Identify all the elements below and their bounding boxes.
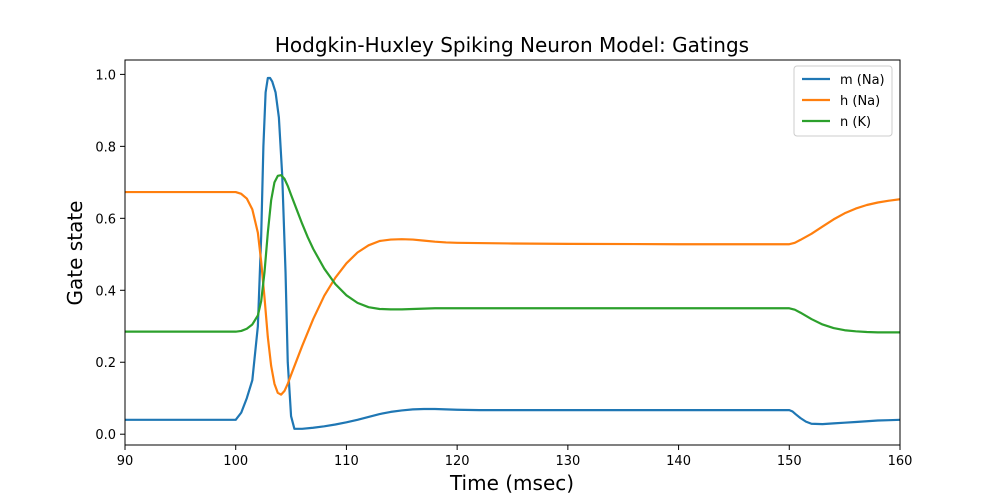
- legend: m (Na) h (Na) n (K): [793, 65, 893, 137]
- legend-label: n (K): [840, 115, 871, 130]
- x-tick-label: 100: [223, 454, 248, 469]
- y-axis-title: Gate state: [63, 201, 87, 306]
- legend-label: h (Na): [840, 94, 880, 109]
- series-layer: [125, 76, 900, 430]
- y-tick-label: 1.0: [95, 68, 116, 83]
- x-tick-label: 120: [445, 454, 470, 469]
- axes-layer: 90 100 110 120 130 140 150 160 0.0 0.2 0.4 0.6 0.8 1.…: [95, 68, 912, 469]
- y-tick-label: 0.8: [95, 140, 116, 155]
- y-tick-label: 0.2: [95, 356, 116, 371]
- x-axis-title: Time (msec): [449, 471, 574, 495]
- x-tick-label: 90: [117, 454, 134, 469]
- y-tick-label: 0.6: [95, 212, 116, 227]
- legend-box: [793, 65, 893, 137]
- y-tick-label: 0.4: [95, 284, 116, 299]
- y-tick-label: 0.0: [95, 428, 116, 443]
- series-line-0: [125, 76, 900, 430]
- x-tick-label: 160: [888, 454, 913, 469]
- x-tick-label: 140: [666, 454, 691, 469]
- legend-label: m (Na): [840, 73, 885, 88]
- series-line-2: [125, 174, 900, 334]
- x-tick-label: 110: [334, 454, 359, 469]
- chart-title: Hodgkin-Huxley Spiking Neuron Model: Gat…: [275, 33, 749, 57]
- series-line-1: [125, 190, 900, 396]
- plot-frame: [124, 59, 901, 446]
- x-tick-label: 150: [777, 454, 802, 469]
- x-tick-label: 130: [555, 454, 580, 469]
